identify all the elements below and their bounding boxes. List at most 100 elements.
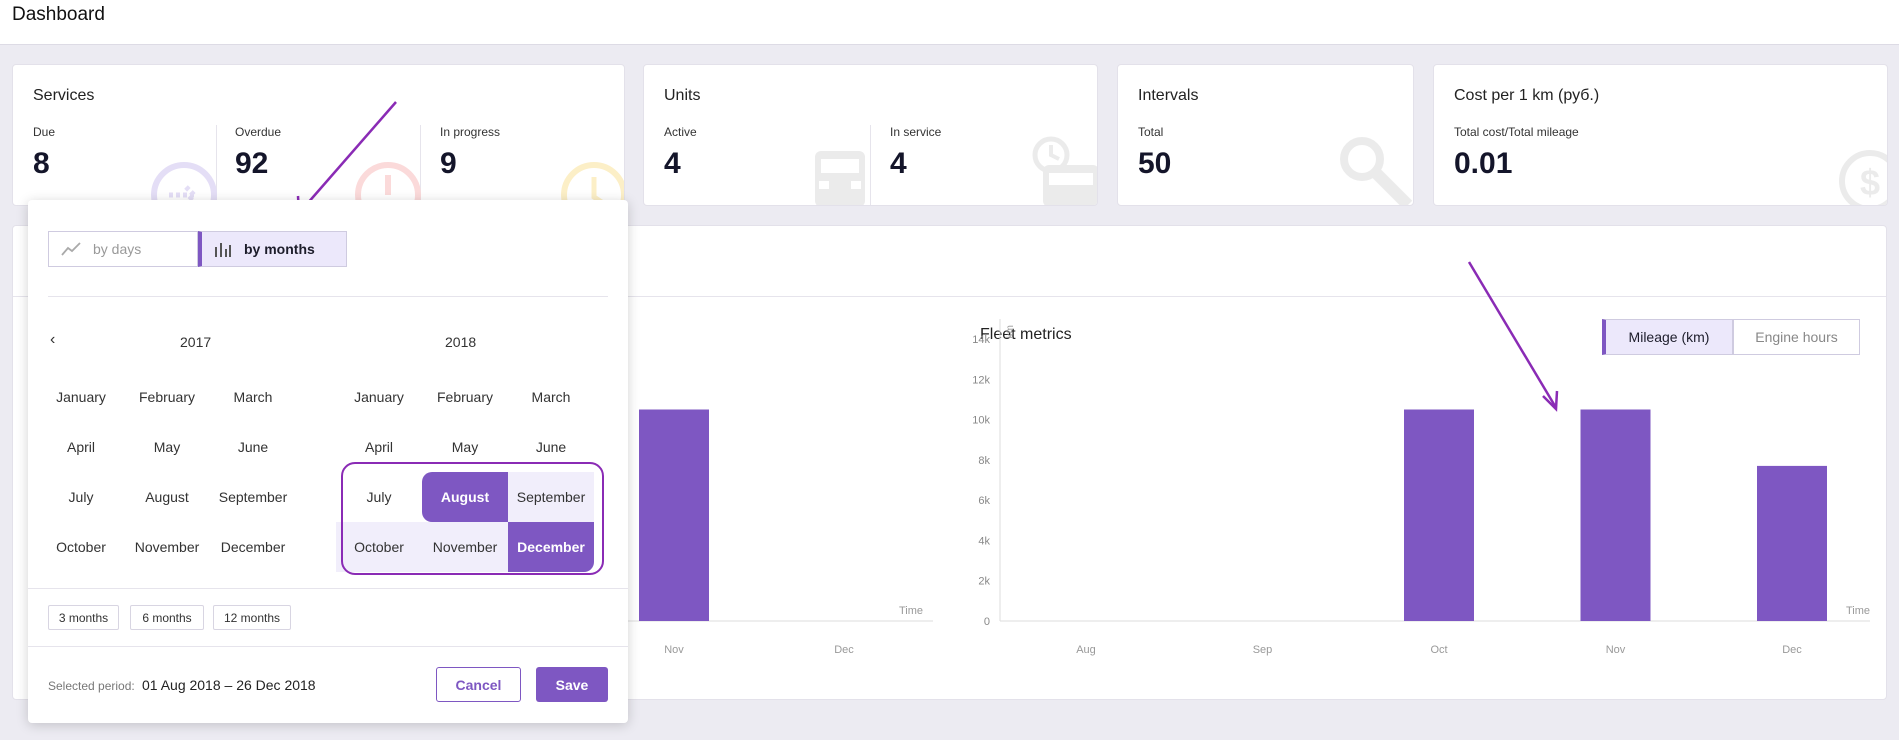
bar-oct[interactable] <box>1404 409 1474 622</box>
arrow-circle-icon <box>151 162 217 205</box>
metric-value: 50 <box>1138 147 1172 180</box>
units-card[interactable]: Units Active 4 In service 4 <box>643 64 1098 206</box>
metric-label: In service <box>890 125 942 139</box>
by-months-toggle[interactable]: by months <box>198 231 347 267</box>
y-tick-label: 8k <box>978 455 990 467</box>
metric-label: Total cost/Total mileage <box>1454 125 1579 139</box>
page-title: Dashboard <box>12 4 105 25</box>
bar-nov[interactable] <box>1580 409 1651 622</box>
selected-period-label: Selected period: <box>48 679 135 693</box>
month-june-2017[interactable]: June <box>237 439 269 455</box>
month-july-2018[interactable]: July <box>366 489 392 505</box>
y-tick-label: 14k <box>972 334 990 346</box>
month-october-2018[interactable]: October <box>336 522 422 572</box>
x-tick-label: Sep <box>1253 644 1273 656</box>
wrench-icon <box>1340 137 1413 205</box>
svg-text:$: $ <box>1860 162 1880 203</box>
annotation-arrow <box>1467 261 1559 412</box>
month-october-2017[interactable]: October <box>56 539 106 555</box>
month-november-2018[interactable]: November <box>422 522 508 572</box>
services-overdue-metric: Overdue 92 <box>235 125 281 181</box>
metric-label: Total <box>1138 125 1164 139</box>
month-april-2018[interactable]: April <box>364 439 393 455</box>
month-september-2018[interactable]: September <box>508 472 594 522</box>
truck-icon <box>815 151 865 205</box>
intervals-card-title: Intervals <box>1138 87 1199 104</box>
month-may-2017[interactable]: May <box>153 439 181 455</box>
month-may-2018[interactable]: May <box>451 439 479 455</box>
x-tick-label: Nov <box>1606 644 1626 656</box>
year-label-2017: 2017 <box>180 334 212 350</box>
save-button[interactable]: Save <box>536 667 608 702</box>
metric-label: Due <box>33 125 56 139</box>
month-december-2017[interactable]: December <box>220 539 286 555</box>
metric-value: 4 <box>664 147 681 180</box>
preset-12-months-button[interactable]: 12 months <box>213 605 291 630</box>
month-february-2017[interactable]: February <box>138 389 196 405</box>
preset-3-months-button[interactable]: 3 months <box>48 605 119 630</box>
metric-value: 4 <box>890 147 907 180</box>
x-axis-label: Time <box>1846 605 1870 617</box>
metric-label: Active <box>664 125 697 139</box>
month-march-2017[interactable]: March <box>233 389 273 405</box>
x-tick-label: Dec <box>834 644 854 656</box>
y-tick-label: 2k <box>978 576 990 588</box>
bar-chart-icon <box>215 243 231 257</box>
truck-clock-icon <box>1032 136 1097 205</box>
month-february-2018[interactable]: February <box>436 389 494 405</box>
dollar-circle-icon: $ <box>1839 150 1887 205</box>
cancel-button[interactable]: Cancel <box>436 667 521 702</box>
metric-value: 92 <box>235 147 269 180</box>
y-tick-label: 0 <box>984 616 990 628</box>
engine-hours-toggle-button[interactable]: Engine hours <box>1733 319 1860 355</box>
y-tick-label: 12k <box>972 374 990 386</box>
y-tick-label: 10k <box>972 415 990 427</box>
intervals-total-metric: Total 50 <box>1138 125 1171 181</box>
x-tick-label: Dec <box>1782 644 1802 656</box>
month-june-2018[interactable]: June <box>535 439 567 455</box>
y-tick-label: 6k <box>978 495 990 507</box>
units-active-metric: Active 4 <box>664 125 697 181</box>
date-picker-popup: by days by months ‹ 2017 2018 January Feb… <box>28 200 628 723</box>
preset-6-months-button[interactable]: 6 months <box>130 605 204 630</box>
by-days-label: by days <box>93 241 142 257</box>
intervals-card[interactable]: Intervals Total 50 <box>1117 64 1414 206</box>
metric-value: 0.01 <box>1454 147 1513 180</box>
selected-period-value: 01 Aug 2018 – 26 Dec 2018 <box>142 677 316 693</box>
services-in-progress-metric: In progress 9 <box>440 125 500 181</box>
panel-divider <box>13 296 1886 297</box>
year-label-2018: 2018 <box>445 334 477 350</box>
month-april-2017[interactable]: April <box>66 439 95 455</box>
cost-card[interactable]: Cost per 1 km (руб.) Total cost/Total mi… <box>1433 64 1888 206</box>
month-august-2018[interactable]: August <box>422 472 508 522</box>
bar-nov[interactable] <box>639 409 709 622</box>
by-months-label: by months <box>244 241 315 257</box>
metric-value: 8 <box>33 147 50 180</box>
bar-dec[interactable] <box>1757 465 1827 621</box>
fleet-metrics-chart: 0 2k 4k 6k 8k 10k 12k 14k km Time Aug Sep Oct Nov Dec <box>972 319 1870 656</box>
month-july-2017[interactable]: July <box>68 489 94 505</box>
month-december-2018[interactable]: December <box>508 522 594 572</box>
previous-year-button[interactable]: ‹ <box>50 331 56 348</box>
cost-total-metric: Total cost/Total mileage 0.01 <box>1454 125 1579 181</box>
by-days-toggle[interactable]: by days <box>48 231 198 267</box>
y-tick-label: 4k <box>978 535 990 547</box>
services-due-metric: Due 8 <box>33 125 55 181</box>
x-tick-label: Nov <box>664 644 684 656</box>
mileage-toggle-button[interactable]: Mileage (km) <box>1602 319 1733 355</box>
x-axis-label: Time <box>899 605 923 617</box>
clock-icon <box>561 162 624 205</box>
month-august-2017[interactable]: August <box>145 489 189 505</box>
month-january-2017[interactable]: January <box>56 389 106 405</box>
month-november-2017[interactable]: November <box>134 539 200 555</box>
divider <box>48 296 608 297</box>
month-january-2018[interactable]: January <box>354 389 404 405</box>
fleet-metrics-title: Fleet metrics <box>980 326 1072 343</box>
month-september-2017[interactable]: September <box>218 489 288 505</box>
x-tick-label: Aug <box>1076 644 1096 656</box>
cost-card-title: Cost per 1 km (руб.) <box>1454 87 1600 104</box>
top-bar: Dashboard <box>0 0 1899 45</box>
divider <box>216 125 217 205</box>
units-in-service-metric: In service 4 <box>890 125 941 181</box>
month-march-2018[interactable]: March <box>531 389 571 405</box>
